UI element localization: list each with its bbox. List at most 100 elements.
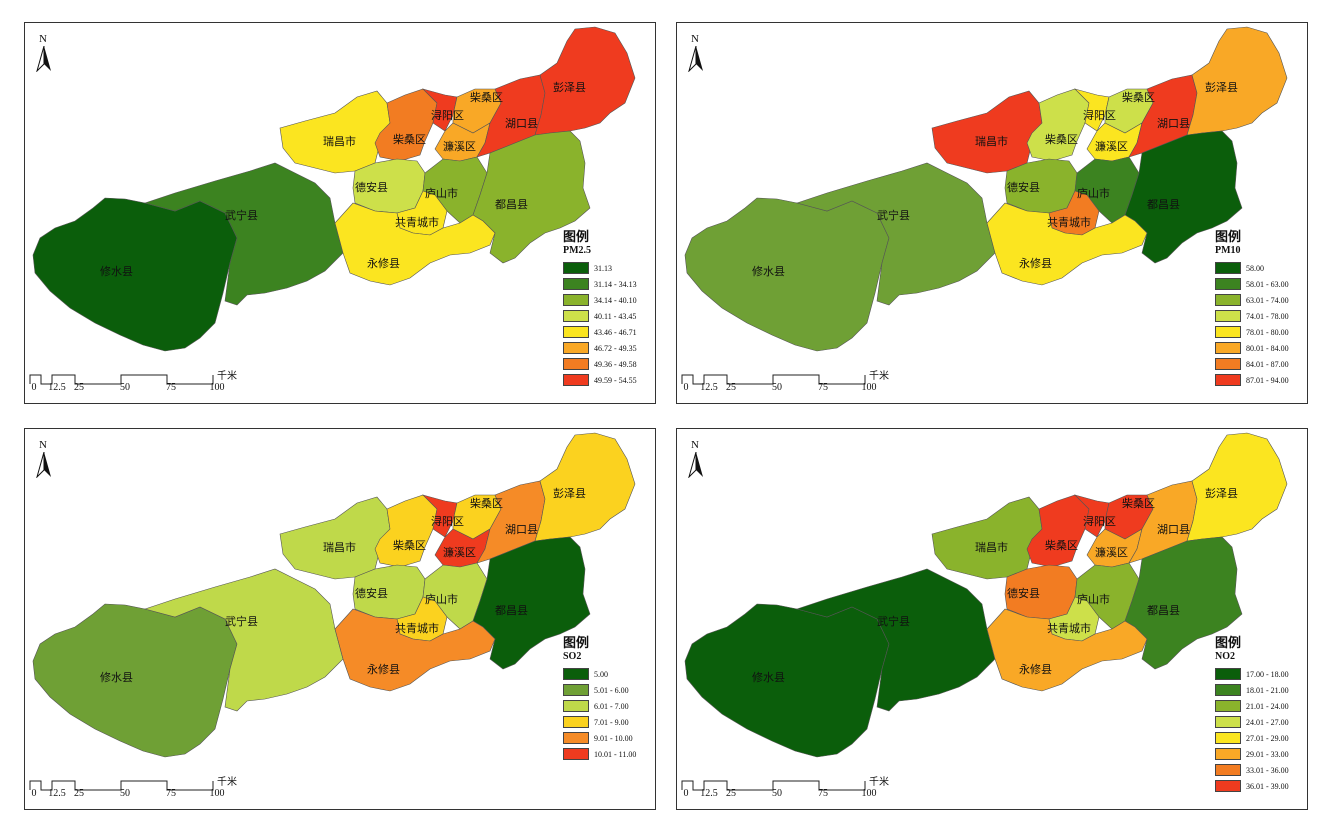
scale-tick-label: 100 [209, 788, 225, 799]
legend-item: 17.00 - 18.00 [1215, 666, 1305, 682]
north-arrow: N [33, 439, 57, 479]
legend-range-label: 31.14 - 34.13 [594, 279, 637, 289]
legend-range-label: 7.01 - 9.00 [594, 717, 629, 727]
legend-swatch [563, 294, 589, 306]
place-label-pengze: 彭泽县 [553, 486, 586, 500]
legend-title: 图例 [563, 635, 590, 650]
place-label-hukou: 湖口县 [505, 117, 538, 130]
place-label-lushan: 庐山市 [425, 186, 458, 200]
legend-swatch [1215, 262, 1241, 274]
legend: 图例 NO2 17.00 - 18.00 18.01 - 21.00 21.01 -… [1215, 635, 1305, 794]
legend-swatch [1215, 684, 1241, 696]
legend-item: 9.01 - 10.00 [563, 730, 653, 746]
place-label-yongxiu: 永修县 [367, 256, 400, 270]
legend-item: 49.59 - 54.55 [563, 372, 653, 388]
legend-item: 58.01 - 63.00 [1215, 276, 1305, 292]
legend-item: 31.13 [563, 260, 653, 276]
legend-swatch [563, 732, 589, 744]
place-label-pengze: 彭泽县 [1205, 486, 1238, 500]
legend-range-label: 40.11 - 43.45 [594, 311, 637, 321]
legend-swatch [1215, 780, 1241, 792]
scale-tick-label: 50 [120, 382, 130, 393]
legend-item: 87.01 - 94.00 [1215, 372, 1305, 388]
place-label-ruichang: 瑞昌市 [323, 540, 356, 554]
region-xiushui [32, 197, 238, 352]
legend-title: 图例 [563, 229, 590, 244]
region-yongxiu [986, 608, 1148, 692]
legend-item: 5.01 - 6.00 [563, 682, 653, 698]
legend-swatch [563, 716, 589, 728]
region-ruichang [279, 90, 391, 174]
region-wuning [795, 162, 996, 306]
region-ruichang [931, 496, 1043, 580]
north-label: N [39, 439, 47, 451]
region-pengze [534, 26, 636, 136]
scale-tick-label: 12.5 [48, 382, 66, 393]
legend-range-label: 78.01 - 80.00 [1246, 327, 1289, 337]
scale-bar: 千米 0 12.5 25 50 75 100 [681, 771, 921, 805]
map-panel-so2: 修水县 武宁县 瑞昌市 柴桑区 浔阳区 柴桑区 濂溪区 湖口县 彭泽县 德安县 庐山市 共青城市 都昌县… [24, 428, 656, 810]
place-label-chaisang-w: 柴桑区 [1045, 538, 1078, 552]
legend-metric: NO2 [1215, 651, 1235, 662]
legend-swatch [1215, 374, 1241, 386]
legend-swatch [563, 278, 589, 290]
scale-unit: 千米 [217, 777, 237, 788]
scale-bar-graphic [29, 780, 214, 791]
legend-range-label: 18.01 - 21.00 [1246, 685, 1289, 695]
place-label-lianxi: 濂溪区 [443, 139, 476, 153]
scale-tick-label: 50 [772, 382, 782, 393]
legend-swatch [563, 342, 589, 354]
place-label-chaisang-e: 柴桑区 [470, 90, 503, 104]
place-label-wuning: 武宁县 [225, 614, 258, 628]
legend-item: 18.01 - 21.00 [1215, 682, 1305, 698]
place-label-hukou: 湖口县 [1157, 117, 1190, 130]
legend-range-label: 84.01 - 87.00 [1246, 359, 1289, 369]
legend-item: 43.46 - 46.71 [563, 324, 653, 340]
north-arrow-icon [688, 46, 703, 72]
place-label-wuning: 武宁县 [877, 614, 910, 628]
place-label-gongqing: 共青城市 [395, 215, 439, 229]
legend-item: 10.01 - 11.00 [563, 746, 653, 762]
place-label-xunyang: 浔阳区 [431, 109, 464, 122]
scale-tick-label: 100 [861, 788, 877, 799]
scale-bar-graphic [681, 780, 866, 791]
legend-item: 33.01 - 36.00 [1215, 762, 1305, 778]
scale-tick-label: 12.5 [700, 788, 718, 799]
legend-metric: PM2.5 [563, 245, 592, 256]
place-label-pengze: 彭泽县 [1205, 80, 1238, 94]
legend-range-label: 63.01 - 74.00 [1246, 295, 1289, 305]
scale-tick-label: 75 [818, 382, 828, 393]
legend-range-label: 33.01 - 36.00 [1246, 765, 1289, 775]
scale-bar-graphic [681, 374, 866, 385]
region-yongxiu [334, 202, 496, 286]
scale-tick-label: 0 [31, 382, 37, 393]
legend-range-label: 46.72 - 49.35 [594, 343, 637, 353]
place-label-dean: 德安县 [355, 586, 388, 600]
legend-item: 21.01 - 24.00 [1215, 698, 1305, 714]
scale-tick-label: 25 [74, 788, 84, 799]
north-arrow: N [685, 439, 709, 479]
legend-swatch [1215, 732, 1241, 744]
region-pengze [534, 432, 636, 542]
region-xunyang [1073, 494, 1110, 538]
north-label: N [691, 439, 699, 451]
scale-tick-label: 25 [74, 382, 84, 393]
legend-item: 46.72 - 49.35 [563, 340, 653, 356]
legend-swatch [1215, 342, 1241, 354]
scale-unit: 千米 [869, 777, 889, 788]
legend: 图例 PM10 58.00 58.01 - 63.00 63.01 - 74.00 7… [1215, 229, 1305, 388]
place-label-xunyang: 浔阳区 [1083, 515, 1116, 528]
legend-swatch [563, 326, 589, 338]
scale-tick-label: 50 [772, 788, 782, 799]
place-label-chaisang-w: 柴桑区 [393, 132, 426, 146]
legend-swatch [563, 310, 589, 322]
region-ruichang [931, 90, 1043, 174]
legend-range-label: 87.01 - 94.00 [1246, 375, 1289, 385]
scale-tick-label: 0 [683, 382, 689, 393]
legend-swatch [563, 700, 589, 712]
place-label-yongxiu: 永修县 [1019, 662, 1052, 676]
place-label-xiushui: 修水县 [100, 264, 133, 278]
